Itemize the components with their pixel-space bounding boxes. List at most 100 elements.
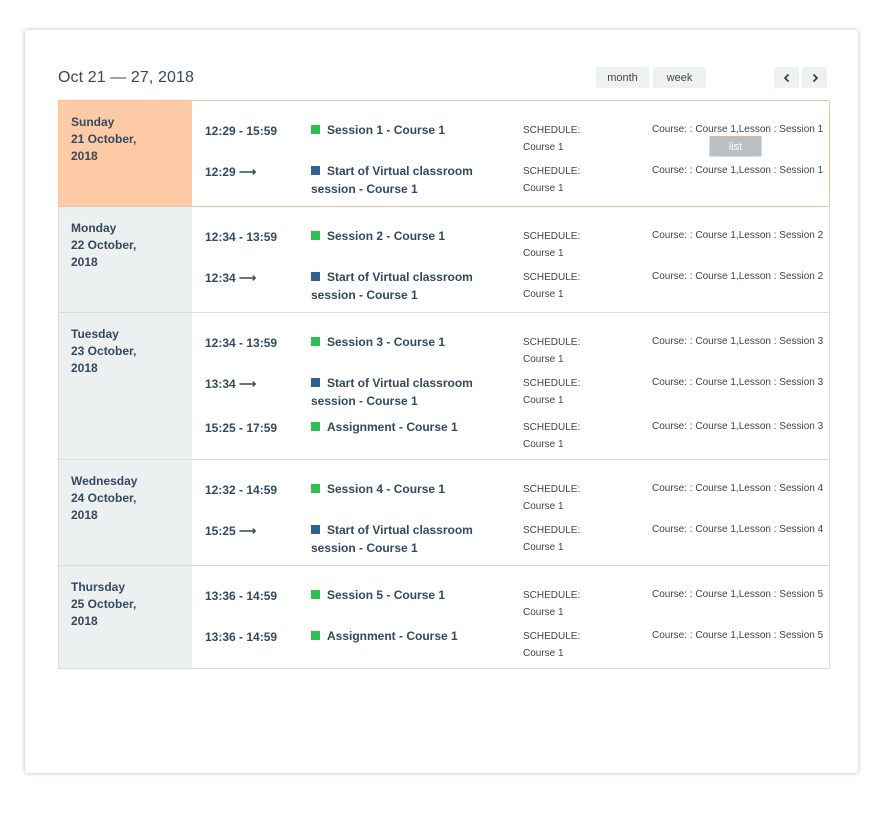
event-schedule: SCHEDULE: Course 1 (523, 522, 580, 556)
event-course-lesson: Course: : Course 1,Lesson : Session 4 (652, 524, 824, 535)
session-marker-icon (311, 231, 320, 240)
session-marker-icon (311, 590, 320, 599)
day-weekday: Sunday (71, 115, 115, 129)
event-course-lesson: Course: : Course 1,Lesson : Session 3 (652, 336, 824, 347)
schedule-value: Course 1 (523, 354, 564, 365)
event-item[interactable]: 13:36 - 14:59 Session 5 - Course 1 SCHEDUL… (192, 575, 829, 618)
virtual-class-marker-icon (311, 272, 320, 281)
event-course-lesson: Course: : Course 1,Lesson : Session 1 (652, 124, 824, 135)
day-events: 12:34 - 13:59 Session 3 - Course 1 SCHEDUL… (192, 313, 829, 459)
schedule-label: SCHEDULE: (523, 231, 581, 242)
event-title-text: Start of Virtual classroom session - Cou… (311, 376, 473, 408)
event-title[interactable]: Start of Virtual classroom session - Cou… (311, 521, 491, 557)
day-year: 2018 (71, 614, 98, 628)
day-label: Wednesday 24 October, 2018 (59, 460, 192, 565)
schedule-label: SCHEDULE: (523, 484, 581, 495)
event-title[interactable]: Session 2 - Course 1 (311, 227, 491, 245)
list-view-button[interactable]: list (709, 136, 762, 157)
event-item[interactable]: 15:25 ⟶ Start of Virtual classroom sessio… (192, 510, 829, 557)
event-title[interactable]: Session 5 - Course 1 (311, 586, 491, 604)
event-course-lesson: Course: : Course 1,Lesson : Session 2 (652, 271, 824, 282)
day-label: Monday 22 October, 2018 (59, 207, 192, 312)
event-time: 12:34 ⟶ (205, 271, 257, 285)
day-events: 12:32 - 14:59 Session 4 - Course 1 SCHEDUL… (192, 460, 829, 565)
event-item[interactable]: 12:29 ⟶ Start of Virtual classroom sessio… (192, 151, 829, 198)
week-view-button[interactable]: week (653, 67, 706, 88)
event-title[interactable]: Assignment - Course 1 (311, 418, 491, 436)
event-schedule: SCHEDULE: Course 1 (523, 228, 580, 262)
event-time: 13:34 ⟶ (205, 377, 257, 391)
event-title[interactable]: Start of Virtual classroom session - Cou… (311, 162, 491, 198)
schedule-value: Course 1 (523, 607, 564, 618)
event-title-text: Start of Virtual classroom session - Cou… (311, 164, 473, 196)
event-title[interactable]: Assignment - Course 1 (311, 627, 491, 645)
event-course-lesson: Course: : Course 1,Lesson : Session 3 (652, 377, 824, 388)
event-schedule: SCHEDULE: Course 1 (523, 163, 580, 197)
event-time: 12:29 ⟶ (205, 165, 257, 179)
schedule-value: Course 1 (523, 289, 564, 300)
date-range-title: Oct 21 — 27, 2018 (58, 69, 195, 86)
event-title[interactable]: Session 4 - Course 1 (311, 480, 491, 498)
day-row: Monday 22 October, 2018 12:34 - 13:59 Sessio… (59, 207, 829, 313)
session-marker-icon (311, 484, 320, 493)
event-title-text: Start of Virtual classroom session - Cou… (311, 270, 473, 302)
event-schedule: SCHEDULE: Course 1 (523, 269, 580, 303)
event-title-text: Session 2 - Course 1 (327, 229, 446, 243)
event-title-text: Assignment - Course 1 (327, 629, 458, 643)
event-time: 12:34 - 13:59 (205, 230, 278, 244)
schedule-value: Course 1 (523, 648, 564, 659)
schedule-value: Course 1 (523, 439, 564, 450)
day-weekday: Wednesday (71, 474, 138, 488)
event-schedule: SCHEDULE: Course 1 (523, 375, 580, 409)
day-weekday: Monday (71, 221, 117, 235)
event-course-lesson: Course: : Course 1,Lesson : Session 1 (652, 165, 824, 176)
event-item[interactable]: 13:36 - 14:59 Assignment - Course 1 SCHEDU… (192, 616, 829, 659)
day-weekday: Thursday (71, 580, 126, 594)
schedule-value: Course 1 (523, 395, 564, 406)
day-events: 12:34 - 13:59 Session 2 - Course 1 SCHEDUL… (192, 207, 829, 312)
next-button[interactable] (802, 67, 827, 88)
event-title[interactable]: Start of Virtual classroom session - Cou… (311, 374, 491, 410)
day-date: 23 October, (71, 344, 137, 358)
session-marker-icon (311, 337, 320, 346)
event-item[interactable]: 12:29 - 15:59 Session 1 - Course 1 SCHEDUL… (192, 110, 829, 153)
day-label: Thursday 25 October, 2018 (59, 566, 192, 668)
event-item[interactable]: 12:34 ⟶ Start of Virtual classroom sessio… (192, 257, 829, 304)
virtual-class-marker-icon (311, 378, 320, 387)
event-title[interactable]: Session 3 - Course 1 (311, 333, 491, 351)
event-item[interactable]: 12:34 - 13:59 Session 3 - Course 1 SCHEDUL… (192, 322, 829, 365)
event-course-lesson: Course: : Course 1,Lesson : Session 5 (652, 589, 824, 600)
month-view-button[interactable]: month (596, 67, 649, 88)
virtual-class-marker-icon (311, 525, 320, 534)
event-time: 13:36 - 14:59 (205, 630, 278, 644)
event-list: Sunday 21 October, 2018 12:29 - 15:59 Sessio… (58, 100, 830, 669)
event-title[interactable]: Session 1 - Course 1 (311, 121, 491, 139)
event-title-text: Session 1 - Course 1 (327, 123, 446, 137)
day-row: Tuesday 23 October, 2018 12:34 - 13:59 Sessi… (59, 313, 829, 460)
day-date: 21 October, (71, 132, 137, 146)
event-course-lesson: Course: : Course 1,Lesson : Session 4 (652, 483, 824, 494)
event-course-lesson: Course: : Course 1,Lesson : Session 5 (652, 630, 824, 641)
event-schedule: SCHEDULE: Course 1 (523, 628, 580, 662)
event-time: 15:25 ⟶ (205, 524, 257, 538)
event-item[interactable]: 15:25 - 17:59 Assignment - Course 1 SCHEDU… (192, 407, 829, 450)
event-item[interactable]: 13:34 ⟶ Start of Virtual classroom sessio… (192, 363, 829, 410)
event-time: 12:32 - 14:59 (205, 483, 278, 497)
chevron-right-icon (812, 73, 818, 82)
event-item[interactable]: 12:32 - 14:59 Session 4 - Course 1 SCHEDUL… (192, 469, 829, 512)
schedule-label: SCHEDULE: (523, 422, 581, 433)
schedule-value: Course 1 (523, 183, 564, 194)
session-marker-icon (311, 125, 320, 134)
event-schedule: SCHEDULE: Course 1 (523, 334, 580, 368)
event-item[interactable]: 12:34 - 13:59 Session 2 - Course 1 SCHEDUL… (192, 216, 829, 259)
event-title-text: Session 4 - Course 1 (327, 482, 446, 496)
event-course-lesson: Course: : Course 1,Lesson : Session 3 (652, 421, 824, 432)
event-time: 12:34 - 13:59 (205, 336, 278, 350)
day-row: Wednesday 24 October, 2018 12:32 - 14:59 Ses… (59, 460, 829, 566)
event-course-lesson: Course: : Course 1,Lesson : Session 2 (652, 230, 824, 241)
day-date: 24 October, (71, 491, 137, 505)
event-title-text: Start of Virtual classroom session - Cou… (311, 523, 473, 555)
event-title[interactable]: Start of Virtual classroom session - Cou… (311, 268, 491, 304)
prev-button[interactable] (774, 67, 799, 88)
event-time: 15:25 - 17:59 (205, 421, 278, 435)
